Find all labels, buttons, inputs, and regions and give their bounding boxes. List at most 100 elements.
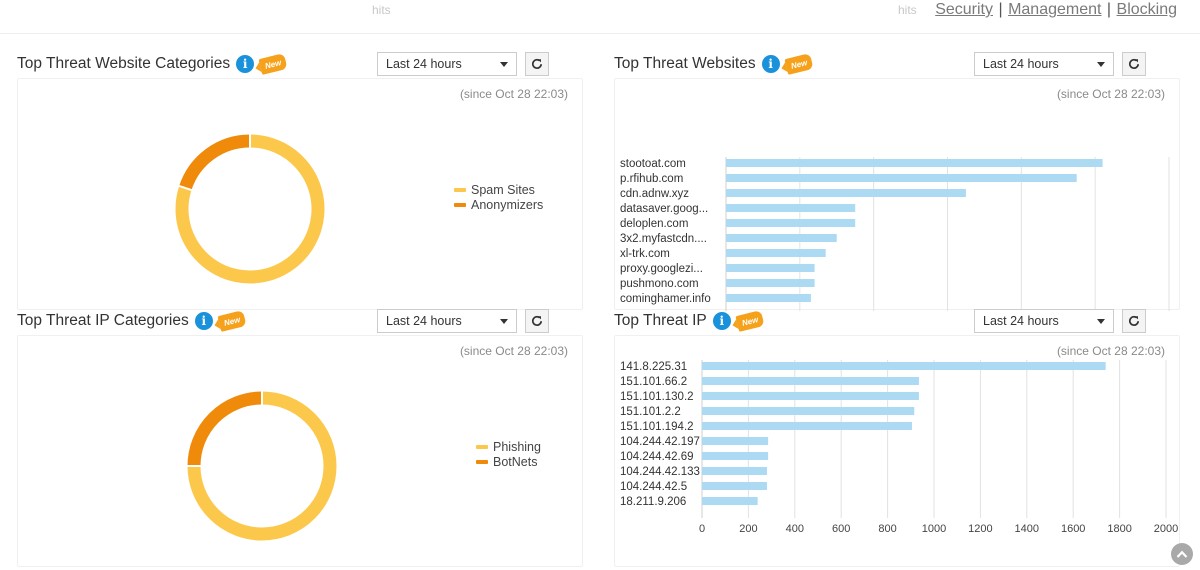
bar[interactable] [702, 497, 758, 505]
legend-swatch [476, 444, 488, 449]
donut-slice-spam-sites[interactable] [175, 134, 325, 284]
refresh-button[interactable] [525, 52, 549, 76]
legend-label: BotNets [493, 454, 538, 469]
faded-header-text: hits [372, 3, 391, 17]
time-range-select[interactable]: Last 24 hours [377, 52, 517, 76]
caret-down-icon [1097, 319, 1105, 324]
bar[interactable] [702, 377, 919, 385]
y-category-label: 3x2.myfastcdn.... [620, 233, 707, 245]
refresh-button[interactable] [1122, 309, 1146, 333]
chevron-up-icon [1176, 550, 1188, 558]
panel-title-row: Top Threat Websites i New [614, 52, 814, 76]
y-category-label: 151.101.194.2 [620, 421, 694, 433]
y-category-label: 151.101.2.2 [620, 406, 681, 418]
x-tick-label: 400 [786, 523, 804, 535]
x-tick-label: 1800 [1107, 523, 1131, 535]
y-category-label: xl-trk.com [620, 248, 670, 260]
bar[interactable] [726, 189, 966, 197]
chart-legend: Phishing BotNets [476, 439, 541, 469]
panel-title: Top Threat IP Categories [17, 312, 189, 329]
donut-slice-botnets[interactable] [187, 391, 263, 467]
legend-item[interactable]: Spam Sites [454, 182, 543, 197]
bar[interactable] [726, 204, 856, 212]
info-icon[interactable]: i [236, 55, 255, 73]
bar[interactable] [702, 362, 1106, 370]
bar[interactable] [702, 452, 769, 460]
new-badge: New [258, 53, 288, 75]
legend-swatch [476, 459, 488, 464]
donut-slice-anonymizers[interactable] [179, 134, 251, 191]
refresh-button[interactable] [525, 309, 549, 333]
y-category-label: 104.244.42.133 [620, 466, 700, 478]
bar[interactable] [702, 437, 769, 445]
chart-legend: Spam Sites Anonymizers [454, 182, 543, 212]
bar[interactable] [726, 264, 815, 272]
bar[interactable] [702, 392, 919, 400]
y-category-label: datasaver.goog... [620, 203, 708, 215]
panel-title-row: Top Threat Website Categories i New [17, 52, 288, 76]
new-badge: New [784, 53, 814, 75]
y-category-label: cdn.adnw.xyz [620, 188, 689, 200]
bar[interactable] [702, 467, 767, 475]
x-tick-label: 1600 [1061, 523, 1085, 535]
nav-link-security[interactable]: Security [935, 1, 993, 18]
since-label: (since Oct 28 22:03) [1056, 344, 1165, 358]
panel-title-row: Top Threat IP Categories i New [17, 309, 247, 333]
y-category-label: 104.244.42.197 [620, 436, 700, 448]
x-tick-label: 1000 [922, 523, 946, 535]
bar[interactable] [726, 159, 1103, 167]
since-label: (since Oct 28 22:03) [459, 87, 568, 101]
nav-separator: | [998, 1, 1003, 18]
new-badge: New [217, 310, 247, 332]
legend-label: Anonymizers [471, 197, 544, 212]
info-icon[interactable]: i [712, 312, 731, 330]
y-category-label: stootoat.com [620, 158, 686, 170]
info-icon[interactable]: i [761, 55, 780, 73]
bar[interactable] [702, 407, 915, 415]
refresh-icon [531, 58, 543, 69]
time-range-select[interactable]: Last 24 hours [974, 309, 1114, 333]
scroll-to-top-button[interactable] [1171, 543, 1193, 565]
info-icon[interactable]: i [194, 312, 213, 330]
bar[interactable] [726, 174, 1077, 182]
time-range-value: Last 24 hours [386, 57, 462, 71]
new-badge: New [735, 310, 765, 332]
panel-website-categories: Top Threat Website Categories i New Last… [17, 52, 583, 310]
legend-swatch [454, 187, 466, 192]
refresh-icon [1128, 315, 1140, 326]
bar[interactable] [726, 294, 811, 302]
panel-title: Top Threat Website Categories [17, 55, 231, 72]
x-tick-label: 1200 [968, 523, 992, 535]
legend-item[interactable]: Anonymizers [454, 197, 543, 212]
bar[interactable] [726, 279, 815, 287]
legend-label: Phishing [493, 439, 541, 454]
nav-link-blocking[interactable]: Blocking [1116, 1, 1177, 18]
donut-chart [185, 389, 337, 541]
bar[interactable] [726, 219, 856, 227]
y-category-label: cominghamer.info [620, 293, 711, 305]
bar-chart: 0 200 400 600 800 1000 1200 1400 1600 1800 2000 141… [620, 360, 1178, 535]
x-tick-label: 200 [739, 523, 757, 535]
x-tick-label: 2000 [1154, 523, 1178, 535]
chart-area: (since Oct 28 22:03) 020406080100120stoo… [614, 78, 1180, 311]
top-nav: Security | Management | Blocking [935, 1, 1177, 19]
legend-swatch [454, 202, 466, 207]
donut-slice-phishing[interactable] [187, 391, 337, 541]
refresh-icon [1128, 58, 1140, 69]
bar[interactable] [702, 422, 912, 430]
time-range-select[interactable]: Last 24 hours [377, 309, 517, 333]
nav-link-management[interactable]: Management [1008, 1, 1102, 18]
refresh-icon [531, 315, 543, 326]
bar[interactable] [726, 234, 837, 242]
refresh-button[interactable] [1122, 52, 1146, 76]
nav-separator: | [1106, 1, 1112, 18]
time-range-value: Last 24 hours [386, 314, 462, 328]
legend-item[interactable]: BotNets [476, 454, 541, 469]
bar[interactable] [726, 249, 826, 257]
slice-separator [176, 184, 195, 192]
y-category-label: 104.244.42.5 [620, 481, 687, 493]
time-range-value: Last 24 hours [983, 57, 1059, 71]
legend-item[interactable]: Phishing [476, 439, 541, 454]
bar[interactable] [702, 482, 767, 490]
time-range-select[interactable]: Last 24 hours [974, 52, 1114, 76]
